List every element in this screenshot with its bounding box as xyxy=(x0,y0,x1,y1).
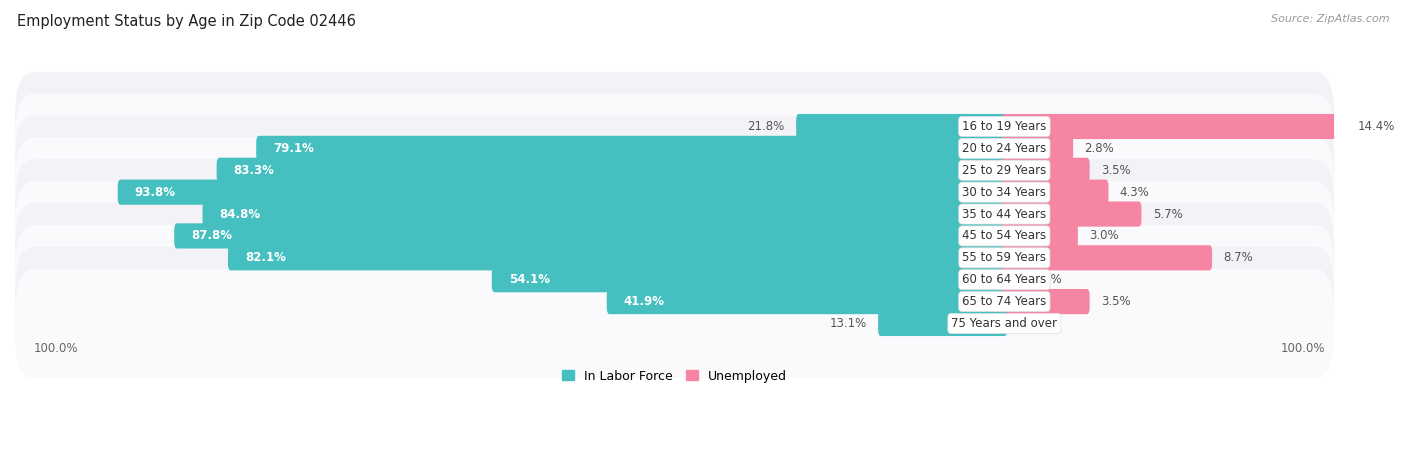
FancyBboxPatch shape xyxy=(228,245,1007,271)
FancyBboxPatch shape xyxy=(607,289,1007,314)
Text: 4.3%: 4.3% xyxy=(1119,186,1150,198)
Text: 75 Years and over: 75 Years and over xyxy=(952,317,1057,330)
FancyBboxPatch shape xyxy=(1001,267,1021,292)
FancyBboxPatch shape xyxy=(174,223,1007,249)
Text: 20 to 24 Years: 20 to 24 Years xyxy=(962,142,1046,155)
FancyBboxPatch shape xyxy=(796,114,1007,139)
Text: 25 to 29 Years: 25 to 29 Years xyxy=(962,164,1046,177)
FancyBboxPatch shape xyxy=(217,158,1007,183)
FancyBboxPatch shape xyxy=(15,138,1334,247)
FancyBboxPatch shape xyxy=(15,225,1334,334)
Text: 30 to 34 Years: 30 to 34 Years xyxy=(962,186,1046,198)
FancyBboxPatch shape xyxy=(879,311,1007,336)
Text: 54.1%: 54.1% xyxy=(509,273,550,286)
FancyBboxPatch shape xyxy=(118,179,1007,205)
Text: 82.1%: 82.1% xyxy=(245,251,285,264)
Text: 8.7%: 8.7% xyxy=(1223,251,1253,264)
FancyBboxPatch shape xyxy=(1001,114,1347,139)
FancyBboxPatch shape xyxy=(1001,136,1073,161)
Text: 65 to 74 Years: 65 to 74 Years xyxy=(962,295,1046,308)
FancyBboxPatch shape xyxy=(256,136,1007,161)
FancyBboxPatch shape xyxy=(492,267,1007,292)
Text: 21.8%: 21.8% xyxy=(748,120,785,133)
Text: 87.8%: 87.8% xyxy=(191,230,232,243)
Text: 79.1%: 79.1% xyxy=(273,142,314,155)
Text: 83.3%: 83.3% xyxy=(233,164,274,177)
Text: 100.0%: 100.0% xyxy=(34,342,79,355)
FancyBboxPatch shape xyxy=(1001,202,1142,227)
Text: 60 to 64 Years: 60 to 64 Years xyxy=(962,273,1046,286)
Text: 2.8%: 2.8% xyxy=(1084,142,1114,155)
FancyBboxPatch shape xyxy=(15,115,1334,225)
FancyBboxPatch shape xyxy=(15,247,1334,356)
Legend: In Labor Force, Unemployed: In Labor Force, Unemployed xyxy=(562,370,787,382)
Text: 93.8%: 93.8% xyxy=(135,186,176,198)
FancyBboxPatch shape xyxy=(1001,179,1108,205)
Text: 35 to 44 Years: 35 to 44 Years xyxy=(962,207,1046,221)
Text: 5.7%: 5.7% xyxy=(1153,207,1182,221)
FancyBboxPatch shape xyxy=(15,181,1334,290)
FancyBboxPatch shape xyxy=(1001,245,1212,271)
FancyBboxPatch shape xyxy=(202,202,1007,227)
Text: 55 to 59 Years: 55 to 59 Years xyxy=(962,251,1046,264)
FancyBboxPatch shape xyxy=(15,203,1334,313)
Text: 3.5%: 3.5% xyxy=(1101,164,1130,177)
FancyBboxPatch shape xyxy=(15,72,1334,181)
FancyBboxPatch shape xyxy=(1001,158,1090,183)
Text: 84.8%: 84.8% xyxy=(219,207,260,221)
Text: 16 to 19 Years: 16 to 19 Years xyxy=(962,120,1046,133)
FancyBboxPatch shape xyxy=(15,269,1334,378)
Text: 0.0%: 0.0% xyxy=(1018,317,1047,330)
Text: 3.5%: 3.5% xyxy=(1101,295,1130,308)
Text: 14.4%: 14.4% xyxy=(1358,120,1395,133)
Text: Source: ZipAtlas.com: Source: ZipAtlas.com xyxy=(1271,14,1389,23)
FancyBboxPatch shape xyxy=(15,159,1334,269)
FancyBboxPatch shape xyxy=(1001,223,1078,249)
Text: 13.1%: 13.1% xyxy=(830,317,868,330)
FancyBboxPatch shape xyxy=(15,94,1334,203)
Text: Employment Status by Age in Zip Code 02446: Employment Status by Age in Zip Code 024… xyxy=(17,14,356,28)
Text: 41.9%: 41.9% xyxy=(624,295,665,308)
Text: 0.6%: 0.6% xyxy=(1032,273,1063,286)
Text: 100.0%: 100.0% xyxy=(1281,342,1324,355)
FancyBboxPatch shape xyxy=(1001,289,1090,314)
Text: 45 to 54 Years: 45 to 54 Years xyxy=(962,230,1046,243)
Text: 3.0%: 3.0% xyxy=(1090,230,1119,243)
